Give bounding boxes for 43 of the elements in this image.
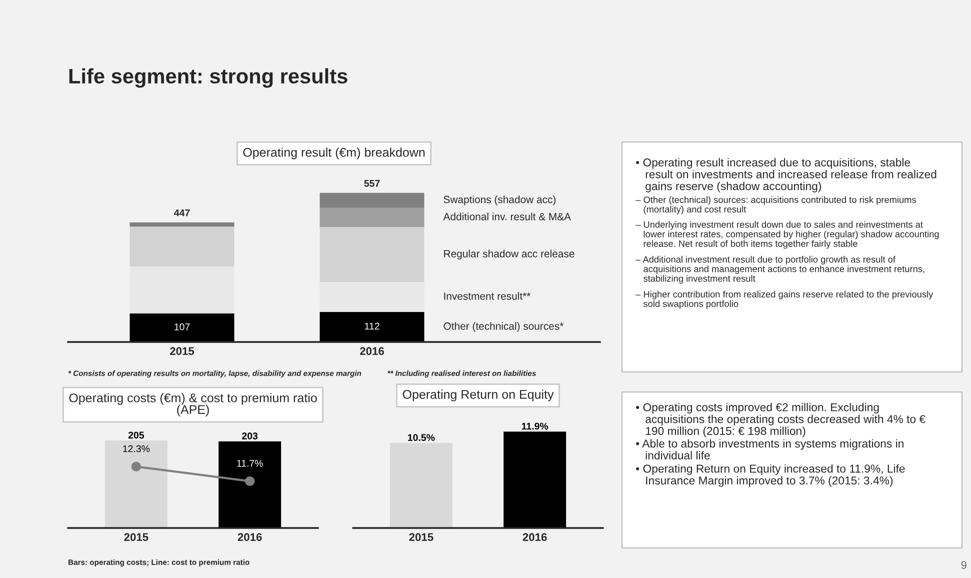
chart-title: Operating costs (€m) & cost to premium ratio (APE) bbox=[69, 393, 317, 416]
total-label: 557 bbox=[364, 180, 380, 187]
series-label: Regular shadow acc release bbox=[444, 250, 574, 260]
text: – Higher contribution from realized gains reserve related to the previously sold swaptions portfolio bbox=[636, 290, 934, 309]
x-tick-label: 2016 bbox=[238, 533, 262, 542]
text: • Operating costs improved €2 million. Excluding acquisitions the operating costs decreased with 4% to € 190 million (2015: € 198 million) bbox=[636, 402, 926, 438]
chart-title: Operating result (€m) breakdown bbox=[243, 148, 425, 160]
data-label: 107 bbox=[174, 323, 190, 330]
x-tick-label: 2016 bbox=[522, 533, 547, 542]
text: – Underlying investment result down due to sales and reinvestments at lower interest rates, compensated by higher (regular) shadow accounting release. Net result of both items together fairly stable bbox=[636, 221, 939, 249]
x-tick-label: 2015 bbox=[170, 347, 194, 356]
text: • Operating result increased due to acquisitions, stable result on investments and increased release from realized gains reserve (shadow accounting) bbox=[636, 158, 936, 192]
total-label: 447 bbox=[174, 209, 190, 216]
bar bbox=[130, 226, 234, 267]
bar bbox=[320, 208, 424, 228]
text: Life segment: strong results bbox=[69, 68, 348, 88]
bar bbox=[320, 312, 424, 342]
series-label: Other (technical) sources* bbox=[444, 322, 564, 332]
bar bbox=[130, 266, 234, 314]
bar bbox=[130, 222, 234, 227]
bar bbox=[320, 192, 424, 208]
chart-title: Operating Return on Equity bbox=[402, 390, 554, 402]
text: – Other (technical) sources: acquisitions contributed to risk premiums (mortality) and cost result bbox=[636, 196, 916, 214]
data-label: 10.5% bbox=[408, 434, 435, 441]
series-label: Swaptions (shadow acc) bbox=[444, 196, 556, 206]
bar bbox=[130, 313, 234, 342]
data-label: 12.3% bbox=[123, 445, 150, 452]
series-label: Additional inv. result & M&A bbox=[443, 212, 571, 220]
text: • Able to absorb investments in systems migrations in individual life bbox=[636, 439, 904, 460]
data-label: 203 bbox=[242, 432, 258, 440]
data-label: 11.9% bbox=[522, 422, 548, 430]
bar bbox=[320, 227, 424, 282]
bar bbox=[320, 282, 424, 312]
x-tick-label: 2015 bbox=[124, 533, 148, 542]
x-tick-label: 2015 bbox=[409, 533, 434, 542]
data-label: 11.7% bbox=[237, 460, 263, 467]
data-label: 112 bbox=[364, 322, 380, 330]
x-tick-label: 2016 bbox=[360, 347, 384, 356]
text: • Operating Return on Equity increased to 11.9%, Life Insurance Margin improved to 3.7% (2015: 3.4%) bbox=[636, 464, 905, 487]
series-label: Investment result** bbox=[444, 292, 531, 300]
text: 9 bbox=[961, 561, 966, 569]
text: – Additional investment result due to portfolio growth as result of acquisitions and management actions to enhance investment returns, stabilizing investment result bbox=[636, 256, 924, 284]
data-label: 205 bbox=[128, 432, 144, 439]
